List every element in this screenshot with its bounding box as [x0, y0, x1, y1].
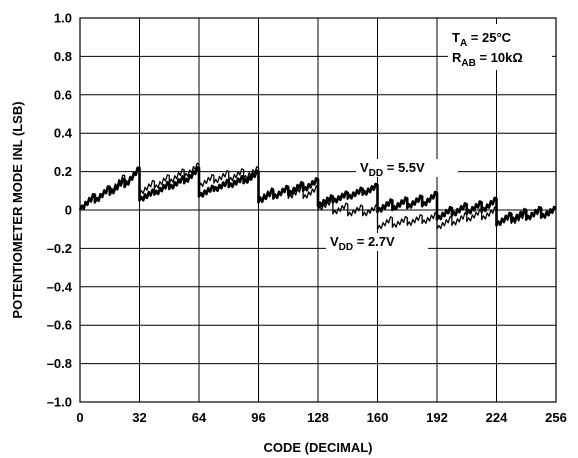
y-tick-label: 1.0	[54, 11, 72, 26]
y-tick-label: 0.6	[54, 87, 72, 102]
grid-lines	[79, 17, 557, 403]
series-label: VDD = 5.5V	[360, 160, 425, 179]
x-tick-label: 192	[426, 410, 448, 425]
condition-rab: RAB = 10kΩ	[452, 50, 523, 69]
x-tick-label: 224	[486, 410, 508, 425]
y-tick-label: 0	[65, 203, 72, 218]
series-line	[79, 162, 557, 230]
conditions-background	[448, 24, 552, 70]
y-tick-label: 0.2	[54, 164, 72, 179]
x-tick-label: 32	[132, 410, 146, 425]
y-tick-label: –0.4	[47, 279, 73, 294]
x-tick-label: 64	[192, 410, 207, 425]
y-tick-label: –0.2	[47, 241, 72, 256]
x-tick-label: 0	[76, 410, 83, 425]
x-tick-label: 256	[545, 410, 567, 425]
y-tick-label: –0.6	[47, 318, 72, 333]
series-labels: VDD = 5.5V VDD = 2.7V	[326, 159, 458, 253]
plot-frame	[79, 17, 557, 403]
series-label: VDD = 2.7V	[330, 234, 395, 253]
series-lines	[78, 162, 557, 230]
y-axis-label: POTENTIOMETER MODE INL (LSB)	[10, 101, 25, 318]
x-tick-label: 160	[367, 410, 389, 425]
series-label-background	[326, 233, 428, 251]
x-axis-label: CODE (DECIMAL)	[263, 440, 372, 455]
y-tick-label: –0.8	[47, 356, 72, 371]
series-label-background	[356, 159, 458, 177]
y-tick-label: 0.4	[54, 126, 73, 141]
y-tick-labels: 1.0 0.8 0.6 0.4 0.2 0 –0.2 –0.4 –0.6 –0.8 –1.0	[47, 11, 73, 410]
y-tick-label: 0.8	[54, 49, 72, 64]
condition-ta: TA = 25°C	[452, 30, 512, 49]
x-tick-label: 128	[307, 410, 329, 425]
y-tick-label: –1.0	[47, 395, 72, 410]
x-tick-labels: 0 32 64 96 128 160 192 224 256	[76, 410, 566, 425]
x-tick-label: 96	[251, 410, 265, 425]
